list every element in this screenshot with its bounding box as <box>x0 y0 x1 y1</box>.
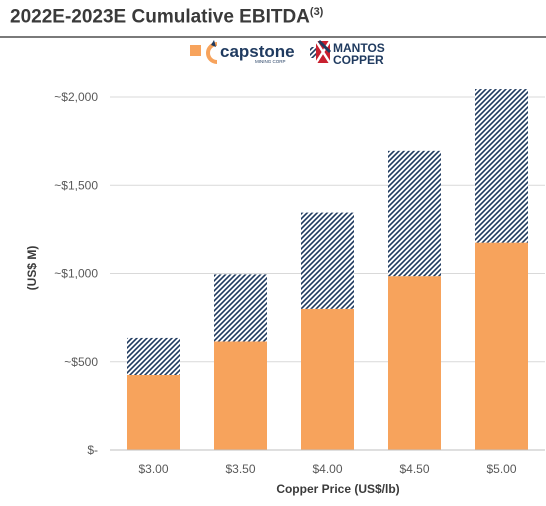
x-tick-label: $4.00 <box>312 462 342 476</box>
bar-mantos-1 <box>214 274 267 342</box>
x-axis-label: Copper Price (US$/lb) <box>276 482 399 496</box>
bar-capstone-3 <box>388 276 441 450</box>
x-tick-label: $5.00 <box>486 462 516 476</box>
bar-mantos-3 <box>388 150 441 277</box>
bar-mantos-0 <box>127 337 180 375</box>
title-footnote: (3) <box>309 6 324 18</box>
bar-capstone-2 <box>301 308 354 450</box>
bar-capstone-0 <box>127 374 180 450</box>
title-underline <box>0 36 546 38</box>
bar-capstone-4 <box>475 242 528 450</box>
chart-title: 2022E-2023E Cumulative EBITDA(3) <box>10 6 324 28</box>
y-tick-label: ~$1,000 <box>54 267 98 281</box>
legend-mantos-line1: MANTOS <box>333 41 385 55</box>
y-tick-label: ~$500 <box>64 355 98 369</box>
mantos-logo: MANTOS COPPER <box>314 39 385 67</box>
y-axis-label: (US$ M) <box>25 246 39 291</box>
bars <box>127 89 528 450</box>
bar-mantos-2 <box>301 212 354 309</box>
legend-mantos-line2: COPPER <box>333 53 384 67</box>
legend-capstone-sub: MINING CORP <box>255 59 286 64</box>
legend-capstone-name: capstone <box>220 42 295 61</box>
bar-mantos-4 <box>475 89 528 243</box>
y-axis-ticks: $- ~$500 ~$1,000 ~$1,500 ~$2,000 <box>54 90 98 457</box>
chart-legend: capstone MINING CORP MANTOS COPPER <box>190 39 385 67</box>
x-axis-ticks: $3.00 $3.50 $4.00 $4.50 $5.00 <box>138 462 516 476</box>
x-tick-label: $3.50 <box>225 462 255 476</box>
gridlines <box>110 96 545 363</box>
x-tick-label: $3.00 <box>138 462 168 476</box>
x-tick-label: $4.50 <box>399 462 429 476</box>
y-tick-label: $- <box>87 443 98 457</box>
y-tick-label: ~$1,500 <box>54 178 98 192</box>
y-tick-label: ~$2,000 <box>54 90 98 104</box>
legend-swatch-capstone <box>190 45 201 56</box>
bar-capstone-1 <box>214 341 267 450</box>
legend-swatch-mantos <box>310 47 321 58</box>
capstone-logo: capstone MINING CORP <box>206 40 295 64</box>
